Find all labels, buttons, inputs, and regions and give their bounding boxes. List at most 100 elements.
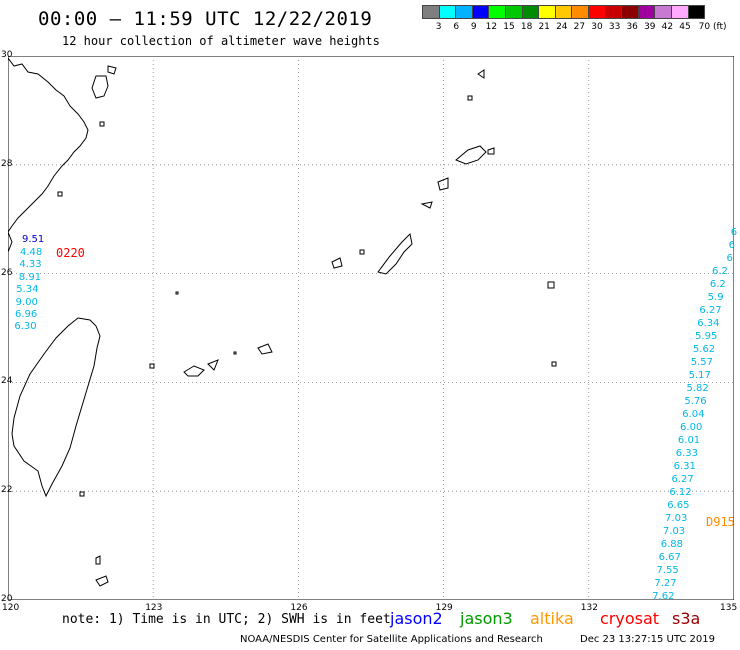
colorbar-label: 42 [661, 22, 674, 32]
wave-height-value: 4.33 [19, 259, 42, 271]
wave-height-value: 7.55 [656, 565, 679, 576]
wave-height-value: 6.2 [711, 266, 728, 277]
wave-height-value: 6.88 [660, 539, 684, 550]
wave-height-value: 6.12 [669, 487, 692, 498]
island-shape [95, 555, 101, 565]
wave-height-value: 7.62 [652, 591, 675, 602]
island-shape [99, 121, 105, 127]
colorbar-label: 70 (ft) [698, 22, 727, 32]
wave-height-value: 6.00 [680, 422, 703, 433]
island-shape [107, 65, 117, 75]
wave-height-map [8, 56, 734, 600]
island-shape [467, 95, 473, 101]
island-shape [207, 359, 219, 371]
longitude-label: 129 [435, 603, 453, 613]
latitude-label: 30 [1, 50, 13, 60]
colorbar-label: 15 [503, 22, 515, 32]
island-shape [487, 147, 495, 155]
longitude-label: 132 [580, 603, 598, 613]
latitude-label: 22 [1, 485, 13, 496]
credit-timestamp: Dec 23 13:27:15 UTC 2019 [580, 634, 715, 645]
longitude-label: 126 [290, 603, 308, 613]
latitude-label: 24 [1, 376, 13, 387]
colorbar-swatch [687, 5, 706, 19]
colorbar-label: 33 [608, 22, 621, 32]
wave-height-value: 6 [730, 227, 738, 238]
island-shape [420, 201, 433, 209]
china-coastline [8, 231, 13, 253]
china-coastline [8, 57, 89, 233]
colorbar-label: 18 [520, 22, 533, 32]
satellite-legend-entry: altika [530, 609, 574, 628]
chart-title: 00:00 – 11:59 UTC 12/22/2019 [38, 8, 373, 30]
wave-height-value: 6.04 [682, 409, 705, 420]
wave-height-value: 6 [726, 253, 733, 264]
footer-note: note: 1) Time is in UTC; 2) SWH is in fe… [62, 612, 391, 627]
island-shape [79, 491, 85, 497]
wave-height-value: 6.33 [675, 448, 699, 459]
satellite-legend-entry: cryosat [600, 609, 660, 628]
wave-height-value: 5.82 [686, 383, 709, 394]
island-shape [95, 575, 109, 587]
island-shape [551, 361, 557, 367]
credit-text: NOAA/NESDIS Center for Satellite Applica… [240, 634, 543, 645]
wave-height-value: 7.03 [662, 526, 686, 537]
wave-height-value: 6.67 [658, 552, 681, 563]
wave-height-value: 6.30 [14, 321, 37, 333]
island-shape [149, 363, 155, 369]
wave-height-value: 5.9 [707, 292, 724, 303]
island-shape [257, 343, 273, 355]
wave-height-value: 6.31 [673, 461, 696, 472]
latitude-label: 26 [1, 267, 13, 278]
island-shape [331, 257, 343, 269]
satellite-legend-entry: jason3 [460, 609, 513, 628]
colorbar-label: 27 [573, 22, 586, 32]
longitude-label: 123 [145, 603, 163, 613]
okinawa-coastline [377, 232, 413, 275]
island-shape [547, 281, 555, 289]
wave-height-value: 5.17 [688, 370, 711, 381]
colorbar-label: 39 [644, 22, 656, 32]
wave-height-value: 9.51 [22, 234, 45, 245]
island-shape [477, 69, 485, 79]
wave-height-value: 9.00 [15, 296, 38, 308]
colorbar-label: 21 [538, 22, 550, 32]
colorbar-label: 6 [453, 22, 460, 32]
colorbar-label: 3 [435, 22, 442, 32]
wave-height-value: 5.57 [690, 357, 714, 368]
island-shape [183, 365, 205, 377]
wave-height-value: 6.96 [15, 309, 38, 320]
wave-height-value: 6 [728, 240, 736, 251]
colorbar-label: 36 [626, 22, 638, 32]
wave-height-value: 6.65 [667, 500, 690, 511]
wave-height-value: 6.27 [671, 474, 694, 485]
colorbar-label: 9 [470, 22, 477, 32]
wave-height-value: 7.27 [654, 578, 677, 589]
wave-height-value: 6.27 [699, 305, 722, 316]
wave-height-value: 4.48 [20, 247, 43, 258]
taiwan-coastline [11, 317, 101, 498]
wave-height-value: 5.62 [692, 344, 716, 355]
wave-height-value: 7.03 [665, 513, 688, 524]
map-gridlines [8, 56, 734, 600]
pass-id-label: D915 [706, 515, 735, 529]
longitude-label: 135 [720, 603, 738, 613]
colorbar-label: 12 [485, 22, 498, 32]
longitude-label: 120 [2, 603, 20, 613]
wave-height-value: 5.34 [16, 284, 39, 296]
colorbar-label: 45 [679, 22, 691, 32]
island-shape [57, 191, 63, 197]
wave-height-value: 5.76 [684, 396, 707, 407]
latitude-label: 20 [1, 594, 13, 604]
island-shape [359, 249, 365, 255]
amami-coastline [455, 145, 487, 165]
island-shape [175, 291, 179, 295]
chart-subtitle: 12 hour collection of altimeter wave hei… [62, 34, 380, 48]
wave-height-value: 6.2 [709, 279, 726, 290]
satellite-legend-entry: s3a [672, 609, 701, 628]
map-frame [8, 56, 734, 600]
latitude-label: 28 [1, 158, 13, 169]
wave-height-value: 6.01 [677, 435, 701, 446]
